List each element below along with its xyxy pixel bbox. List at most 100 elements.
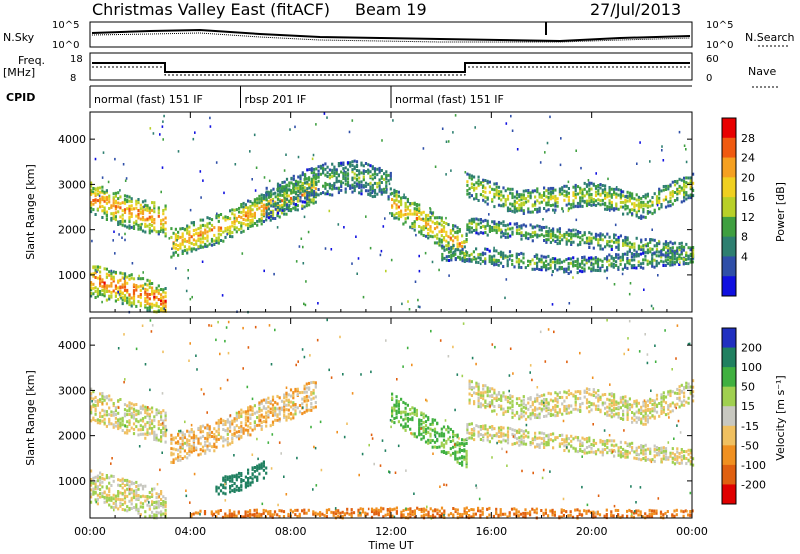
- power-cell: [233, 227, 236, 231]
- power-cell: [642, 244, 645, 248]
- power-cell: [247, 222, 250, 226]
- velocity-cell: [608, 448, 611, 452]
- power-cell: [324, 173, 327, 177]
- velocity-cell: [314, 395, 317, 399]
- power-cell: [450, 256, 453, 260]
- velocity-cell: [92, 416, 95, 420]
- velocity-cell: [199, 430, 202, 434]
- power-cell: [110, 284, 113, 288]
- power-cell: [427, 227, 430, 231]
- power-cell: [181, 252, 184, 255]
- velocity-cell: [624, 405, 627, 409]
- power-cell: [509, 187, 512, 191]
- power-cell: [362, 171, 365, 175]
- power-cell: [689, 185, 692, 189]
- power-cell: [502, 256, 505, 260]
- power-cell: [362, 175, 365, 179]
- power-cell: [653, 208, 656, 212]
- power-cell: [393, 201, 396, 205]
- power-cell: [383, 177, 386, 181]
- power-cell: [123, 208, 127, 212]
- power-cell: [567, 191, 570, 195]
- power-cell: [540, 258, 543, 262]
- power-cell: [92, 187, 95, 190]
- velocity-cell: [527, 401, 530, 405]
- velocity-cell: [431, 439, 434, 443]
- power-cell: [608, 259, 611, 263]
- power-cell: [276, 208, 279, 211]
- velocity-cell: [110, 498, 113, 502]
- power-cell: [267, 200, 270, 204]
- velocity-cell: [522, 442, 525, 446]
- power-cell: [552, 232, 555, 236]
- power-cell: [371, 189, 374, 193]
- velocity-cell: [676, 447, 679, 451]
- power-cell: [484, 257, 487, 261]
- power-cell: [619, 262, 622, 266]
- power-cell: [452, 131, 454, 134]
- velocity-cell: [402, 410, 405, 414]
- velocity-cell: [274, 400, 277, 404]
- power-cell: [94, 192, 97, 196]
- power-cell: [640, 202, 643, 206]
- power-cell: [624, 235, 627, 239]
- power-cell: [606, 266, 609, 270]
- power-cell: [151, 305, 154, 309]
- power-cell: [570, 235, 573, 239]
- velocity-cell: [117, 483, 120, 487]
- power-cell: [308, 191, 311, 195]
- power-cell: [531, 234, 534, 238]
- velocity-cell: [500, 407, 503, 411]
- velocity-cell: [579, 390, 582, 394]
- velocity-cell: [662, 391, 665, 395]
- velocity-cell: [99, 492, 102, 496]
- velocity-cell: [431, 428, 434, 432]
- power-cell: [324, 192, 327, 196]
- power-cell: [590, 241, 593, 245]
- velocity-cell: [112, 404, 115, 408]
- velocity-cell: [157, 438, 160, 442]
- power-cell: [181, 242, 184, 246]
- velocity-cell: [610, 392, 613, 396]
- power-cell: [547, 234, 550, 238]
- power-cell: [499, 253, 503, 257]
- velocity-cell: [148, 432, 151, 436]
- power-cell: [642, 204, 645, 208]
- velocity-cell: [558, 396, 561, 399]
- power-cell: [680, 245, 683, 248]
- power-cell: [447, 247, 451, 251]
- velocity-cell: [678, 455, 681, 459]
- power-cell: [491, 187, 494, 191]
- power-cell: [128, 303, 131, 307]
- power-cell: [470, 182, 473, 186]
- power-cell: [549, 263, 552, 267]
- velocity-cell: [692, 390, 695, 394]
- power-cell: [588, 189, 591, 193]
- power-cell: [637, 198, 640, 202]
- velocity-cell: [646, 457, 649, 461]
- velocity-cell: [534, 413, 537, 417]
- power-cell: [404, 212, 407, 216]
- velocity-cell: [558, 410, 561, 414]
- velocity-cell: [90, 492, 93, 496]
- power-cell: [440, 238, 443, 242]
- date-label: 27/Jul/2013: [590, 0, 681, 19]
- velocity-cell: [305, 394, 308, 398]
- velocity-cell: [463, 455, 466, 459]
- power-cell: [477, 232, 480, 236]
- velocity-cell: [424, 414, 428, 418]
- power-cell: [567, 180, 570, 184]
- power-cell: [157, 305, 160, 309]
- power-cell: [139, 203, 142, 207]
- power-cell: [599, 266, 602, 270]
- power-cell: [192, 233, 195, 237]
- power-cell: [324, 186, 327, 190]
- velocity-cell: [504, 439, 507, 443]
- power-cell: [301, 193, 304, 197]
- power-cell: [676, 189, 679, 193]
- power-cell: [545, 189, 548, 193]
- power-cell: [121, 209, 124, 213]
- power-cell: [551, 257, 554, 260]
- velocity-cell: [415, 414, 418, 417]
- power-cell: [608, 263, 611, 267]
